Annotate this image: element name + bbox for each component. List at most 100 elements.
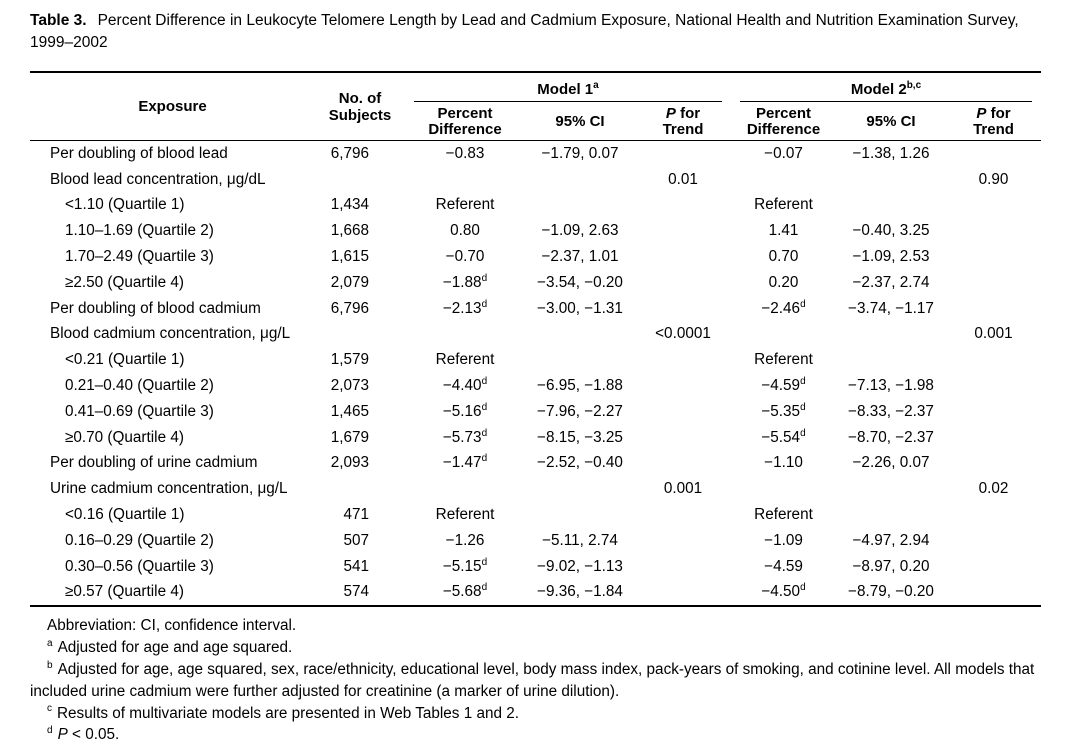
significance-marker: d	[481, 582, 488, 594]
abbreviation-note: Abbreviation: CI, confidence interval.	[47, 617, 297, 635]
model1-ci-cell	[525, 476, 635, 502]
subjects-cell: 1,679	[330, 428, 369, 446]
subjects-cell	[315, 167, 405, 193]
model2-footnote-marker: b,c	[906, 80, 922, 91]
significance-marker: d	[481, 556, 488, 568]
model2-percent-difference-header: Percent Difference	[731, 103, 836, 141]
table-row: Per doubling of blood cadmium 6,796 −2.13d…	[30, 296, 1041, 322]
model1-p-trend-cell	[635, 502, 731, 528]
exposure-cell: Per doubling of blood lead	[50, 144, 228, 162]
model1-ci-cell: −3.54, −0.20	[537, 273, 623, 291]
model1-p-trend-cell	[635, 554, 731, 580]
model1-ci-cell: −1.09, 2.63	[541, 222, 619, 240]
p-italic: P	[57, 726, 68, 744]
model1-p-trend-cell	[635, 193, 731, 219]
model2-ci-cell	[836, 322, 946, 348]
model2-p-trend-cell	[946, 373, 1041, 399]
model1-p-trend-cell: 0.01	[668, 170, 698, 188]
model1-percent-difference-cell: 0.80	[450, 222, 480, 240]
footnote-a: a Adjusted for age and age squared.	[47, 638, 293, 657]
table-body: Per doubling of blood lead 6,796 −0.83 −1.7…	[30, 141, 1041, 607]
subjects-cell: 1,579	[330, 351, 369, 369]
exposure-cell: Per doubling of blood cadmium	[50, 299, 261, 317]
model2-ci-cell	[836, 347, 946, 373]
subjects-cell: 507	[343, 531, 369, 549]
model2-p-trend-cell	[946, 296, 1041, 322]
significance-marker: d	[481, 272, 488, 284]
footnote-a-marker: a	[47, 638, 53, 650]
model1-percent-difference-cell	[405, 167, 525, 193]
exposure-cell: 0.21–0.40 (Quartile 2)	[65, 377, 214, 395]
model2-ci-cell	[836, 193, 946, 219]
significance-marker: d	[481, 453, 488, 465]
model1-percent-difference-cell: Referent	[435, 196, 495, 214]
significance-marker: d	[800, 298, 806, 310]
subjects-header-label: No. of Subjects	[328, 89, 392, 124]
model1-p-trend-cell	[635, 270, 731, 296]
model2-ci-cell: −8.97, 0.20	[852, 557, 930, 575]
model1-p-trend-header: P for Trend	[635, 103, 731, 141]
significance-marker: d	[800, 375, 806, 387]
model1-ci-cell	[525, 347, 635, 373]
model1-percent-difference-cell: −5.68d	[442, 582, 488, 601]
table-title-text: Percent Difference in Leukocyte Telomere…	[97, 12, 1019, 29]
model2-percent-difference-cell: Referent	[754, 351, 813, 369]
header-group-row: Exposure No. of Subjects Model 1a Model …	[30, 72, 1041, 141]
table-row: ≥2.50 (Quartile 4) 2,079 −1.88d −3.54, −0.2…	[30, 270, 1041, 296]
model2-ci-cell: −4.97, 2.94	[852, 531, 930, 549]
subjects-cell: 1,434	[330, 196, 369, 214]
model1-percent-difference-cell: −0.70	[445, 248, 485, 266]
model2-p-trend-cell	[946, 580, 1041, 607]
table-row: ≥0.70 (Quartile 4) 1,679 −5.73d −8.15, −3.2…	[30, 425, 1041, 451]
model2-percent-difference-cell: −4.59	[764, 557, 803, 575]
model2-percent-difference-cell	[731, 476, 836, 502]
model2-p-trend-cell	[946, 244, 1041, 270]
model2-p-trend-cell	[946, 218, 1041, 244]
model1-percent-difference-cell: −2.13d	[442, 298, 488, 317]
model1-ci-cell: −6.95, −1.88	[537, 377, 623, 395]
p-italic: P	[976, 104, 987, 122]
model2-ci-cell	[836, 167, 946, 193]
model1-percent-difference-header: Percent Difference	[405, 103, 525, 141]
exposure-cell: 1.70–2.49 (Quartile 3)	[65, 248, 214, 266]
model2-ci-cell: −3.74, −1.17	[848, 299, 934, 317]
model2-p-trend-cell: 0.02	[978, 480, 1009, 498]
model1-percent-difference-cell: Referent	[435, 506, 495, 524]
table-row: <0.21 (Quartile 1) 1,579 Referent Referent	[30, 347, 1041, 373]
footnotes: Abbreviation: CI, confidence interval. a…	[30, 615, 1060, 746]
model1-percent-difference-cell: −4.40d	[442, 375, 488, 395]
model2-percent-difference-cell	[731, 322, 836, 348]
model1-p-trend-cell	[635, 347, 731, 373]
table-title-years: 1999–2002	[30, 34, 108, 51]
model1-p-trend-cell	[635, 296, 731, 322]
model2-p-trend-cell	[946, 528, 1041, 554]
subjects-cell: 2,079	[330, 273, 369, 291]
significance-marker: d	[800, 582, 806, 594]
table-row: 0.41–0.69 (Quartile 3) 1,465 −5.16d −7.96, …	[30, 399, 1041, 425]
subjects-cell	[315, 322, 405, 348]
model2-p-trend-cell	[946, 347, 1041, 373]
significance-marker: d	[481, 375, 488, 387]
model1-percent-difference-cell: −1.26	[445, 531, 485, 549]
subjects-cell: 2,093	[330, 454, 369, 472]
model1-p-trend-cell	[635, 373, 731, 399]
model1-p-trend-cell: 0.001	[663, 480, 703, 498]
model1-ci-cell: −8.15, −3.25	[537, 428, 623, 446]
table-row: ≥0.57 (Quartile 4) 574 −5.68d −9.36, −1.84 −…	[30, 580, 1041, 607]
model1-ci-cell	[525, 322, 635, 348]
footnote-b-marker: b	[47, 659, 53, 671]
model1-percent-difference-cell: −5.73d	[442, 427, 488, 446]
subjects-cell: 1,465	[330, 402, 369, 420]
model2-percent-difference-cell: 0.70	[768, 248, 799, 266]
model1-p-trend-cell	[635, 580, 731, 607]
model2-percent-difference-cell: −2.46d	[761, 298, 806, 317]
subjects-cell: 1,615	[330, 248, 369, 266]
model1-p-trend-cell	[635, 218, 731, 244]
model1-percent-difference-cell: −5.16d	[442, 401, 488, 420]
model2-ci-cell: −7.13, −1.98	[848, 377, 934, 395]
table-title: Table 3. Percent Difference in Leukocyte …	[30, 10, 1060, 54]
model1-ci-cell	[525, 502, 635, 528]
subjects-cell: 6,796	[330, 144, 369, 162]
subjects-cell: 541	[343, 557, 369, 575]
